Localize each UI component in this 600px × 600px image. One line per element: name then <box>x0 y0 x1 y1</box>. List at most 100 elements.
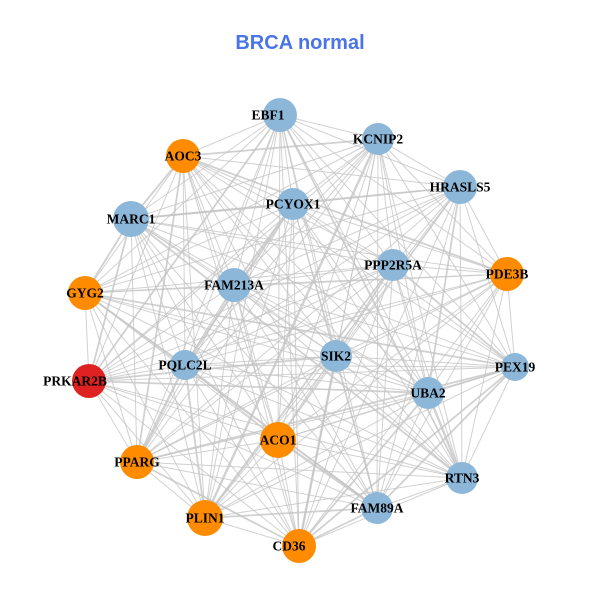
node-label-PDE3B: PDE3B <box>486 267 529 282</box>
edges-layer <box>84 114 516 547</box>
edge-FAM213A-PLIN1 <box>204 284 235 519</box>
edge-GYG2-UBA2 <box>84 292 429 394</box>
edge-AOC3-PLIN1 <box>182 155 206 519</box>
edge-PDE3B-PPARG <box>136 273 508 463</box>
edge-AOC3-CD36 <box>182 155 300 547</box>
edge-PEX19-PRKAR2B <box>88 366 516 382</box>
edge-PEX19-CD36 <box>298 366 516 547</box>
edge-AOC3-PPARG <box>136 155 184 463</box>
node-GYG2 <box>68 276 102 310</box>
edge-PQLC2L-CD36 <box>184 364 300 547</box>
edge-AOC3-PDE3B <box>182 155 508 275</box>
edge-SIK2-RTN3 <box>335 355 463 479</box>
edge-AOC3-PEX19 <box>182 155 516 368</box>
edge-PPP2R5A-PQLC2L <box>184 264 394 366</box>
edge-HRASLS5-PEX19 <box>459 186 516 368</box>
edge-EBF1-FAM213A <box>233 114 281 286</box>
node-label-PLIN1: PLIN1 <box>185 511 224 526</box>
edge-KCNIP2-PRKAR2B <box>88 138 379 382</box>
edge-SIK2-UBA2 <box>335 355 429 394</box>
edge-PDE3B-PRKAR2B <box>88 273 508 382</box>
node-KCNIP2 <box>362 123 394 155</box>
edge-PPP2R5A-PLIN1 <box>204 264 394 519</box>
edge-UBA2-CD36 <box>298 392 429 547</box>
edge-EBF1-UBA2 <box>279 114 429 394</box>
edge-PPP2R5A-PEX19 <box>392 264 516 368</box>
node-label-ACO1: ACO1 <box>260 433 297 448</box>
edge-SIK2-FAM89A <box>335 355 378 509</box>
node-SIK2 <box>320 340 352 372</box>
node-EBF1 <box>263 98 297 132</box>
edge-UBA2-PLIN1 <box>204 392 429 519</box>
node-PLIN1 <box>187 500 223 536</box>
edge-UBA2-ACO1 <box>277 392 429 441</box>
edge-HRASLS5-RTN3 <box>459 186 463 479</box>
edge-PDE3B-SIK2 <box>335 273 508 357</box>
edge-FAM213A-PEX19 <box>233 284 516 368</box>
edge-PPP2R5A-FAM213A <box>233 264 394 286</box>
edge-PQLC2L-PEX19 <box>184 364 516 368</box>
edge-HRASLS5-PPP2R5A <box>392 186 461 266</box>
node-label-PPP2R5A: PPP2R5A <box>364 258 422 273</box>
edge-PEX19-PLIN1 <box>204 366 516 519</box>
node-label-RTN3: RTN3 <box>445 471 480 486</box>
edge-PRKAR2B-ACO1 <box>88 380 279 441</box>
node-PPARG <box>120 445 154 479</box>
edge-PQLC2L-RTN3 <box>184 364 463 479</box>
edge-PPP2R5A-FAM89A <box>376 264 394 509</box>
edge-PRKAR2B-FAM89A <box>88 380 378 509</box>
node-HRASLS5 <box>443 170 477 204</box>
edge-ACO1-RTN3 <box>277 439 463 479</box>
edge-MARC1-RTN3 <box>130 218 463 479</box>
node-label-SIK2: SIK2 <box>321 349 351 364</box>
edge-GYG2-RTN3 <box>84 292 463 479</box>
edge-PPP2R5A-PDE3B <box>392 264 508 275</box>
edge-PDE3B-PQLC2L <box>184 273 508 366</box>
node-label-MARC1: MARC1 <box>107 212 156 227</box>
edge-FAM213A-GYG2 <box>84 284 235 294</box>
edge-EBF1-PEX19 <box>279 114 516 368</box>
node-label-HRASLS5: HRASLS5 <box>430 180 491 195</box>
edge-SIK2-CD36 <box>297 355 338 547</box>
node-label-PCYOX1: PCYOX1 <box>266 197 321 212</box>
node-label-PQLC2L: PQLC2L <box>158 358 211 373</box>
node-PPP2R5A <box>377 249 409 281</box>
edge-MARC1-PQLC2L <box>130 218 186 366</box>
edge-RTN3-PLIN1 <box>204 477 463 519</box>
edge-EBF1-PPARG <box>136 114 281 463</box>
node-label-GYG2: GYG2 <box>66 286 104 301</box>
edge-AOC3-FAM213A <box>182 155 235 286</box>
edge-PEX19-RTN3 <box>461 366 516 479</box>
edge-UBA2-FAM89A <box>376 392 429 509</box>
edge-ACO1-CD36 <box>277 439 300 547</box>
plot-title: BRCA normal <box>235 32 364 54</box>
edge-PCYOX1-UBA2 <box>292 203 429 394</box>
edge-KCNIP2-GYG2 <box>84 138 379 294</box>
edge-PRKAR2B-CD36 <box>88 380 300 547</box>
edge-FAM213A-UBA2 <box>233 284 429 394</box>
edge-KCNIP2-PPP2R5A <box>377 138 394 266</box>
edge-FAM213A-CD36 <box>233 284 300 547</box>
edge-KCNIP2-AOC3 <box>182 138 379 157</box>
edge-MARC1-PLIN1 <box>130 218 206 519</box>
node-UBA2 <box>412 377 444 409</box>
edge-SIK2-PQLC2L <box>184 355 337 366</box>
node-FAM213A <box>217 268 251 302</box>
edge-PPARG-RTN3 <box>136 461 463 479</box>
node-label-EBF1: EBF1 <box>251 108 284 123</box>
edge-ACO1-PPARG <box>136 439 279 463</box>
edge-PCYOX1-PDE3B <box>292 203 508 275</box>
node-label-FAM89A: FAM89A <box>351 501 404 516</box>
edge-MARC1-CD36 <box>130 218 300 547</box>
node-PQLC2L <box>170 350 200 380</box>
edge-MARC1-PPARG <box>130 218 138 463</box>
edge-KCNIP2-MARC1 <box>130 138 379 220</box>
edge-AOC3-HRASLS5 <box>182 155 461 188</box>
node-RTN3 <box>446 462 478 494</box>
edge-FAM213A-SIK2 <box>233 284 337 357</box>
node-label-FAM213A: FAM213A <box>204 278 264 293</box>
nodes-layer <box>68 98 529 563</box>
node-label-PEX19: PEX19 <box>495 360 536 375</box>
edge-KCNIP2-FAM89A <box>376 138 379 509</box>
edge-HRASLS5-FAM89A <box>376 186 461 509</box>
